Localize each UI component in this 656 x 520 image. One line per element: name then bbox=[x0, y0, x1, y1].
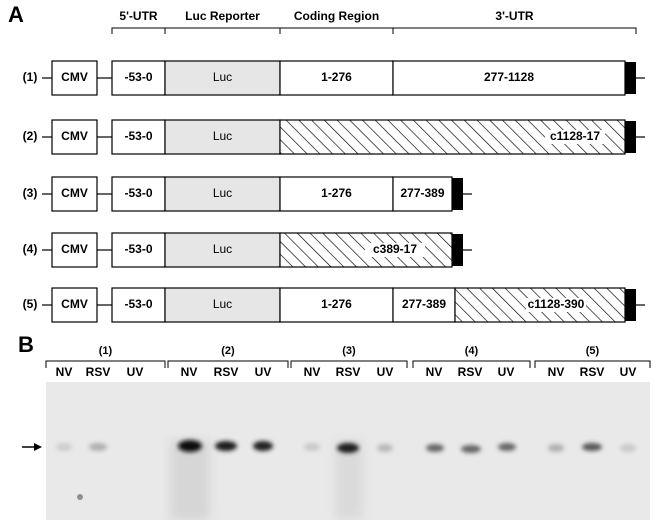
region-header: 5'-UTR bbox=[119, 9, 158, 23]
polya-box bbox=[625, 62, 636, 94]
lane-label: NV bbox=[181, 365, 198, 379]
construct-label: (3) bbox=[23, 186, 38, 200]
segment-label: c389-17 bbox=[373, 242, 417, 256]
polya-box bbox=[452, 234, 463, 266]
lane-label: NV bbox=[548, 365, 565, 379]
segment-label: 1-276 bbox=[321, 70, 352, 84]
bracket bbox=[393, 28, 636, 34]
utr5-label: -53-0 bbox=[124, 242, 152, 256]
bracket bbox=[280, 28, 393, 34]
region-header: Coding Region bbox=[294, 9, 379, 23]
lane-label: RSV bbox=[580, 365, 605, 379]
construct-label: (1) bbox=[23, 70, 38, 84]
promoter-label: CMV bbox=[61, 186, 88, 200]
panel-label: B bbox=[18, 332, 34, 357]
reporter-label: Luc bbox=[213, 70, 232, 84]
lane-label: RSV bbox=[458, 365, 483, 379]
utr5-label: -53-0 bbox=[124, 186, 152, 200]
arrow bbox=[22, 443, 42, 451]
construct-label: (2) bbox=[23, 129, 38, 143]
panel-label: A bbox=[8, 2, 24, 27]
utr5-label: -53-0 bbox=[124, 129, 152, 143]
region-header: Luc Reporter bbox=[185, 9, 260, 23]
segment-label: 1-276 bbox=[321, 186, 352, 200]
group-label: (1) bbox=[99, 345, 113, 357]
construct-label: (4) bbox=[23, 242, 38, 256]
promoter-label: CMV bbox=[61, 297, 88, 311]
polya-box bbox=[625, 121, 636, 153]
group-label: (4) bbox=[465, 345, 479, 357]
construct-label: (5) bbox=[23, 297, 38, 311]
bracket bbox=[165, 28, 280, 34]
polya-box bbox=[452, 178, 463, 210]
promoter-label: CMV bbox=[61, 129, 88, 143]
segment-label: 277-1128 bbox=[484, 70, 534, 84]
lane-label: RSV bbox=[214, 365, 239, 379]
segment-label: 277-389 bbox=[402, 297, 446, 311]
polya-box bbox=[625, 289, 636, 321]
utr5-label: -53-0 bbox=[124, 297, 152, 311]
segment-label: c1128-390 bbox=[528, 297, 585, 311]
lane-label: RSV bbox=[86, 365, 111, 379]
lane-label: UV bbox=[255, 365, 272, 379]
reporter-label: Luc bbox=[213, 297, 232, 311]
lane-label: NV bbox=[56, 365, 73, 379]
segment-label: 277-389 bbox=[400, 186, 444, 200]
promoter-label: CMV bbox=[61, 70, 88, 84]
group-label: (5) bbox=[586, 345, 600, 357]
region-header: 3'-UTR bbox=[495, 9, 534, 23]
lane-label: UV bbox=[498, 365, 515, 379]
segment-label: 1-276 bbox=[321, 297, 352, 311]
utr5-label: -53-0 bbox=[124, 70, 152, 84]
lane-label: NV bbox=[426, 365, 443, 379]
lane-label: UV bbox=[377, 365, 394, 379]
lane-label: UV bbox=[620, 365, 637, 379]
bracket bbox=[112, 28, 165, 34]
lane-label: NV bbox=[304, 365, 321, 379]
lane-label: RSV bbox=[336, 365, 361, 379]
promoter-label: CMV bbox=[61, 242, 88, 256]
lane-label: UV bbox=[127, 365, 144, 379]
reporter-label: Luc bbox=[213, 242, 232, 256]
group-label: (3) bbox=[342, 345, 356, 357]
reporter-label: Luc bbox=[213, 129, 232, 143]
segment-label: c1128-17 bbox=[550, 129, 600, 143]
figure: A B 5'-UTR Luc Reporter Coding Region 3'-UT… bbox=[0, 0, 656, 520]
reporter-label: Luc bbox=[213, 186, 232, 200]
group-label: (2) bbox=[221, 345, 235, 357]
